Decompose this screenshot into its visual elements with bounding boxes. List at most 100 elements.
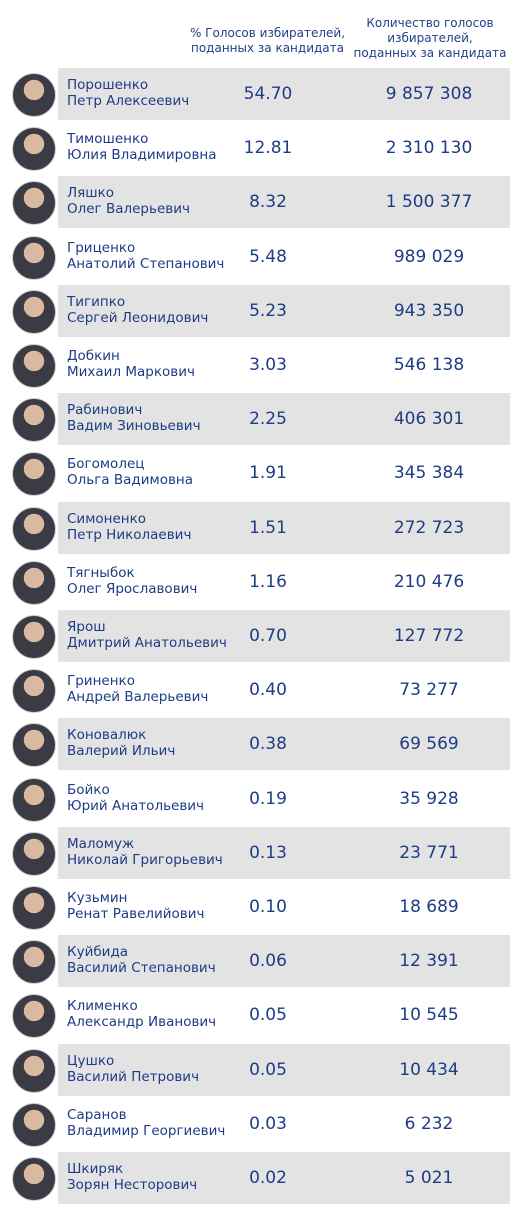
candidate-name: Гриценко Анатолий Степанович xyxy=(67,240,224,272)
vote-percent: 1.91 xyxy=(249,463,287,484)
candidate-photo xyxy=(12,452,56,497)
header-line: Количество голосов xyxy=(366,16,494,30)
name-line: Клименко xyxy=(67,998,138,1015)
table-row: Порошенко Петр Алексеевич 54.70 9 857 308 xyxy=(0,68,510,120)
table-row: Ярош Дмитрий Анатольевич 0.70 127 772 xyxy=(0,610,510,662)
candidate-photo xyxy=(12,886,56,930)
vote-count: 9 857 308 xyxy=(385,84,473,104)
table-row: Тигипко Сергей Леонидович 5.23 943 350 xyxy=(0,284,510,337)
name-line: Владимир Георгиевич xyxy=(67,1122,226,1139)
candidate-photo xyxy=(12,73,56,117)
name-line: Ренат Равелийович xyxy=(67,906,205,922)
name-line: Гриценко xyxy=(67,239,136,256)
table-row: Рабинович Вадим Зиновьевич 2.25 406 301 xyxy=(0,393,510,446)
candidate-name: Симоненко Петр Николаевич xyxy=(67,511,191,543)
candidate-name: Порошенко Петр Алексеевич xyxy=(67,77,189,109)
candidate-photo xyxy=(12,615,56,659)
row-background xyxy=(58,1043,510,1096)
vote-percent: 0.38 xyxy=(249,734,287,755)
candidate-photo xyxy=(12,289,56,334)
vote-percent: 1.16 xyxy=(249,571,287,592)
candidate-name: Шкиряк Зорян Несторович xyxy=(67,1161,197,1193)
header-percent: % Голосов избирателей, поданных за кандид… xyxy=(180,26,355,56)
candidate-name: Клименко Александр Иванович xyxy=(67,998,216,1030)
vote-count: 12 391 xyxy=(399,951,459,972)
vote-percent: 0.02 xyxy=(249,1168,287,1188)
name-line: Сергей Леонидович xyxy=(67,309,209,326)
table-row: Гриценко Анатолий Степанович 5.48 989 029 xyxy=(0,231,510,283)
candidate-photo xyxy=(12,777,56,822)
name-line: Зорян Несторович xyxy=(67,1177,198,1193)
table-row: Куйбида Василий Степанович 0.06 12 391 xyxy=(0,935,510,988)
vote-count: 272 723 xyxy=(393,517,465,538)
candidate-name: Тимошенко Юлия Владимировна xyxy=(67,131,217,163)
candidate-name: Тигипко Сергей Леонидович xyxy=(67,294,208,326)
vote-count: 406 301 xyxy=(393,409,465,430)
candidate-photo xyxy=(12,831,56,876)
name-line: Юрий Анатольевич xyxy=(67,797,205,814)
vote-percent: 0.05 xyxy=(249,1005,287,1026)
vote-count: 69 569 xyxy=(399,734,459,755)
candidate-name: Гриненко Андрей Валерьевич xyxy=(67,673,208,705)
name-line: Добкин xyxy=(67,348,120,364)
row-background xyxy=(58,1152,510,1204)
vote-count: 546 138 xyxy=(393,355,465,375)
vote-count: 10 434 xyxy=(399,1059,459,1080)
name-line: Олег Ярославович xyxy=(67,580,198,597)
row-background xyxy=(58,393,510,446)
name-line: Петр Николаевич xyxy=(67,526,192,543)
vote-percent: 3.03 xyxy=(249,355,287,375)
vote-percent: 0.70 xyxy=(249,626,287,646)
candidate-photo xyxy=(12,1157,56,1201)
name-line: Юлия Владимировна xyxy=(67,147,217,164)
name-line: Тигипко xyxy=(67,293,126,310)
vote-count: 35 928 xyxy=(399,788,459,809)
candidate-name: Ярош Дмитрий Анатольевич xyxy=(67,619,227,651)
vote-count: 73 277 xyxy=(399,680,459,701)
candidate-photo xyxy=(12,723,56,768)
vote-percent: 0.40 xyxy=(249,680,287,701)
vote-percent: 2.25 xyxy=(249,409,287,430)
table-row: Шкиряк Зорян Несторович 0.02 5 021 xyxy=(0,1152,510,1204)
table-row: Коновалюк Валерий Ильич 0.38 69 569 xyxy=(0,718,510,771)
candidate-name: Саранов Владимир Георгиевич xyxy=(67,1107,225,1139)
name-line: Андрей Валерьевич xyxy=(67,689,209,706)
vote-count: 943 350 xyxy=(393,300,465,321)
name-line: Ярош xyxy=(67,619,106,635)
row-background xyxy=(58,610,510,662)
name-line: Ольга Вадимовна xyxy=(67,472,194,489)
vote-percent: 0.06 xyxy=(249,951,287,972)
header-line: избирателей, xyxy=(387,31,473,45)
candidate-photo xyxy=(12,940,56,985)
table-row: Маломуж Николай Григорьевич 0.13 23 771 xyxy=(0,826,510,879)
row-background xyxy=(58,826,510,879)
vote-count: 18 689 xyxy=(399,897,459,917)
name-line: Бойко xyxy=(67,781,110,798)
name-line: Вадим Зиновьевич xyxy=(67,418,201,435)
name-line: Саранов xyxy=(67,1106,127,1123)
name-line: Александр Иванович xyxy=(67,1014,217,1031)
candidate-photo xyxy=(12,398,56,443)
vote-percent: 0.03 xyxy=(249,1113,287,1134)
vote-percent: 5.48 xyxy=(249,246,287,267)
table-row: Добкин Михаил Маркович 3.03 546 138 xyxy=(0,339,510,391)
vote-percent: 0.10 xyxy=(249,897,287,917)
name-line: Маломуж xyxy=(67,835,135,852)
table-row: Тимошенко Юлия Владимировна 12.81 2 310 130 xyxy=(0,122,510,174)
vote-percent: 0.13 xyxy=(249,842,287,863)
candidate-photo xyxy=(12,994,56,1039)
candidate-name: Добкин Михаил Маркович xyxy=(67,348,195,380)
candidate-name: Ляшко Олег Валерьевич xyxy=(67,185,190,217)
candidate-photo xyxy=(12,1048,56,1093)
vote-count: 10 545 xyxy=(399,1005,459,1026)
vote-count: 345 384 xyxy=(393,463,465,484)
table-row: Богомолец Ольга Вадимовна 1.91 345 384 xyxy=(0,447,510,499)
candidate-photo xyxy=(12,235,56,280)
table-row: Симоненко Петр Николаевич 1.51 272 723 xyxy=(0,501,510,554)
name-line: Гриненко xyxy=(67,673,135,690)
vote-percent: 54.70 xyxy=(243,84,293,104)
table-row: Ляшко Олег Валерьевич 8.32 1 500 377 xyxy=(0,176,510,229)
candidate-name: Куйбида Василий Степанович xyxy=(67,944,216,976)
name-line: Рабинович xyxy=(67,402,143,419)
row-background xyxy=(58,501,510,554)
